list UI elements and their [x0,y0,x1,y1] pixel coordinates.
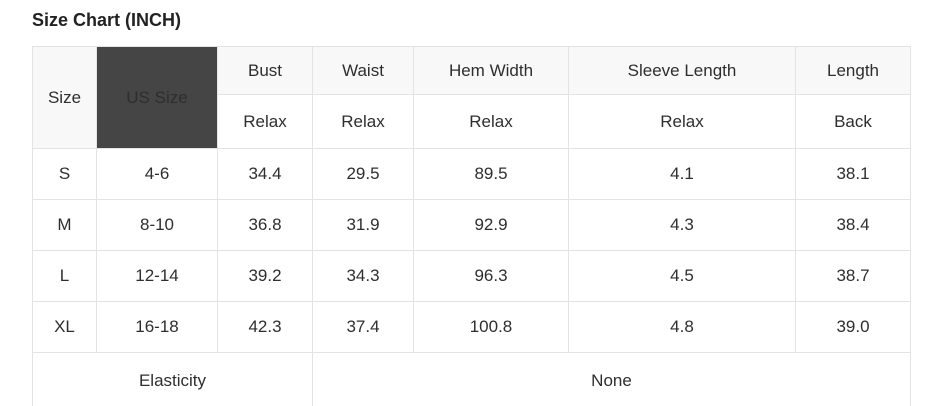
col-header-length: Length [795,46,911,95]
us-size-cell: 8-10 [96,199,218,251]
header-row-measures: Size US Size Bust Waist Hem Width Sleeve… [32,46,911,149]
table-row-m: M 8-10 36.8 31.9 92.9 4.3 38.4 [32,199,911,251]
col-header-sleeve-length: Sleeve Length [568,46,796,95]
elasticity-row: Elasticity None [32,352,911,406]
col-header-size: Size [32,46,97,149]
waist-value: 34.3 [312,250,414,302]
col-header-waist: Waist [312,46,414,95]
waist-value: 29.5 [312,148,414,200]
size-cell: XL [32,301,97,353]
us-size-cell: 4-6 [96,148,218,200]
fit-cell-bust: Relax [217,94,313,149]
us-size-cell: 12-14 [96,250,218,302]
length-value: 38.7 [795,250,911,302]
length-value: 38.1 [795,148,911,200]
col-header-bust: Bust [217,46,313,95]
page-title: Size Chart (INCH) [32,10,182,30]
waist-value: 37.4 [312,301,414,353]
sleeve-length-value: 4.5 [568,250,796,302]
waist-value: 31.9 [312,199,414,251]
table-row-xl: XL 16-18 42.3 37.4 100.8 4.8 39.0 [32,301,911,353]
hem-width-value: 96.3 [413,250,569,302]
bust-value: 42.3 [217,301,313,353]
col-header-us-size: US Size [96,46,218,149]
size-chart-table: Size US Size Bust Waist Hem Width Sleeve… [32,46,911,406]
bust-value: 39.2 [217,250,313,302]
length-value: 39.0 [795,301,911,353]
size-cell: S [32,148,97,200]
table-row-l: L 12-14 39.2 34.3 96.3 4.5 38.7 [32,250,911,302]
table-row-s: S 4-6 34.4 29.5 89.5 4.1 38.1 [32,148,911,200]
col-header-hem-width: Hem Width [413,46,569,95]
fit-cell-length: Back [795,94,911,149]
bust-value: 36.8 [217,199,313,251]
hem-width-value: 100.8 [413,301,569,353]
sleeve-length-value: 4.8 [568,301,796,353]
bust-value: 34.4 [217,148,313,200]
sleeve-length-value: 4.1 [568,148,796,200]
hem-width-value: 92.9 [413,199,569,251]
fit-cell-hem-width: Relax [413,94,569,149]
elasticity-label: Elasticity [32,352,313,406]
header-row-fit: Relax Relax Relax Relax Back [33,94,911,149]
sleeve-length-value: 4.3 [568,199,796,251]
elasticity-value: None [312,352,911,406]
us-size-cell: 16-18 [96,301,218,353]
fit-cell-waist: Relax [312,94,414,149]
size-cell: M [32,199,97,251]
hem-width-value: 89.5 [413,148,569,200]
length-value: 38.4 [795,199,911,251]
fit-cell-sleeve-length: Relax [568,94,796,149]
size-cell: L [32,250,97,302]
